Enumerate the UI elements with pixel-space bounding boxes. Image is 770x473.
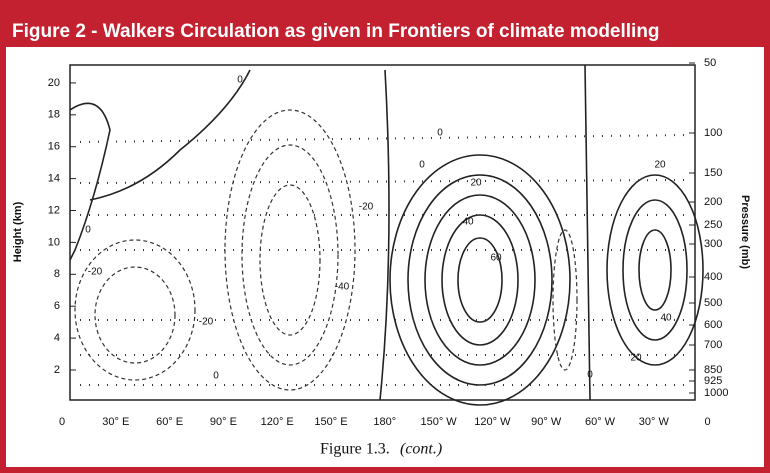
y-axis-label: Height (km) — [12, 201, 24, 262]
contour-label: -20 — [199, 317, 214, 328]
contour-label: 0 — [419, 160, 425, 171]
right-tick-label: 250 — [704, 219, 722, 231]
right-tick-label: 400 — [704, 271, 722, 283]
contour-label: 40 — [462, 217, 474, 228]
right-tick-label: 100 — [704, 127, 722, 139]
right-tick-label: 200 — [704, 196, 722, 208]
bottom-tick-label: 0 — [705, 416, 711, 428]
contour-label: 20 — [470, 178, 482, 189]
right-tick-label: 300 — [704, 238, 722, 250]
left-tick-label: 8 — [54, 268, 60, 280]
header-title: Figure 2 - Walkers Circulation as given … — [12, 21, 660, 42]
right-tick-label: 1000 — [704, 387, 728, 399]
left-tick-label: 20 — [48, 77, 60, 89]
bottom-tick-label: 60° E — [156, 416, 183, 428]
contour-label: 40 — [660, 313, 672, 324]
bottom-tick-label: 90° W — [531, 416, 562, 428]
bottom-tick-label: 30° E — [102, 416, 129, 428]
bottom-tick-label: 120° W — [474, 416, 511, 428]
bottom-tick-label: 0 — [59, 416, 65, 428]
left-tick-label: 2 — [54, 364, 60, 376]
right-tick-label: 925 — [704, 375, 722, 387]
bottom-tick-label: 150° W — [420, 416, 457, 428]
solid-contours — [69, 64, 704, 406]
header-bar — [3, 3, 767, 47]
right-tick-label: 50 — [704, 57, 716, 69]
contour-label: 0 — [213, 371, 219, 382]
bottom-tick-label: 180° — [373, 416, 396, 428]
contour-label: 0 — [85, 225, 91, 236]
bottom-tick-label: 150° E — [314, 416, 347, 428]
right-tick-label: 600 — [704, 319, 722, 331]
contour-label: 20 — [630, 353, 642, 364]
right-tick-label: 850 — [704, 364, 722, 376]
contour-label: 0 — [237, 75, 243, 86]
caption-note: (cont.) — [400, 441, 442, 458]
contour-label: 0 — [587, 370, 593, 381]
contour-label: 20 — [654, 160, 666, 171]
left-tick-label: 16 — [48, 141, 60, 153]
left-tick-label: 10 — [48, 236, 60, 248]
plot-box — [69, 64, 696, 401]
left-tick-label: 14 — [48, 173, 60, 185]
bottom-tick-label: 120° E — [261, 416, 294, 428]
right-tick-label: 700 — [704, 339, 722, 351]
left-tick-label: 12 — [48, 204, 60, 216]
left-tick-label: 6 — [54, 300, 60, 312]
contour-label: -20 — [359, 202, 374, 213]
bottom-tick-label: 90° E — [210, 416, 237, 428]
left-tick-label: 4 — [54, 332, 60, 344]
right-tick-label: 500 — [704, 297, 722, 309]
contour-label: -20 — [88, 267, 103, 278]
contour-label: -40 — [335, 282, 350, 293]
bottom-tick-label: 30° W — [639, 416, 670, 428]
contour-label: 60 — [490, 253, 502, 264]
right-tick-label: 150 — [704, 167, 722, 179]
left-tick-label: 18 — [48, 109, 60, 121]
y2-axis-label: Pressure (mb) — [739, 195, 751, 269]
bottom-tick-label: 60° W — [585, 416, 616, 428]
caption: Figure 1.3. — [320, 441, 390, 458]
contour-label: 0 — [437, 128, 443, 139]
